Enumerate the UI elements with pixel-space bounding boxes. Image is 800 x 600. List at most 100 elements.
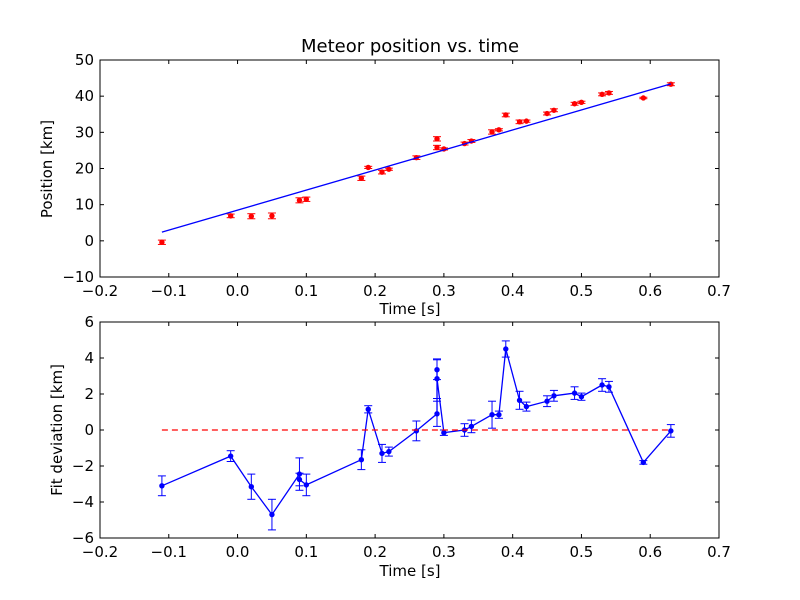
data-point bbox=[599, 382, 605, 388]
y-tick-label: 0 bbox=[84, 421, 94, 439]
x-tick-label: −0.1 bbox=[151, 282, 187, 300]
data-point bbox=[248, 484, 255, 490]
data-point bbox=[434, 136, 440, 142]
data-point bbox=[303, 196, 310, 202]
data-point bbox=[269, 511, 275, 518]
data-point bbox=[578, 394, 585, 400]
x-tick-label: 0.3 bbox=[432, 543, 456, 561]
data-point bbox=[503, 112, 509, 118]
data-point bbox=[159, 483, 165, 489]
chart-title: Meteor position vs. time bbox=[301, 36, 519, 57]
data-point bbox=[159, 239, 165, 245]
data-point bbox=[571, 390, 578, 396]
y-axis-label: Position [km] bbox=[38, 120, 56, 218]
data-point bbox=[227, 453, 234, 459]
data-point bbox=[551, 393, 557, 399]
x-axis-label: Time [s] bbox=[379, 562, 441, 580]
data-point bbox=[516, 119, 523, 125]
y-tick-label: 10 bbox=[75, 196, 94, 214]
x-tick-label: 0.7 bbox=[707, 543, 731, 561]
data-point bbox=[599, 91, 605, 98]
x-tick-label: 0.2 bbox=[363, 543, 387, 561]
data-point bbox=[640, 95, 647, 101]
data-point bbox=[606, 90, 612, 96]
deviation-chart: −0.2 −0.1 0.0 0.1 0.2 0.3 0.4 0.5 0.6 0.7 −6 −4 −2 0 2… bbox=[48, 313, 731, 580]
data-point bbox=[544, 398, 550, 404]
y-tick-label: 40 bbox=[75, 87, 94, 105]
data-point bbox=[496, 412, 502, 418]
data-point bbox=[248, 213, 255, 219]
data-point bbox=[503, 346, 509, 352]
data-point bbox=[578, 99, 585, 106]
y-tick-label: 30 bbox=[75, 123, 94, 141]
data-point bbox=[434, 376, 440, 382]
y-tick-label: −10 bbox=[62, 268, 94, 286]
data-point bbox=[441, 430, 447, 436]
y-tick-label: 0 bbox=[84, 232, 94, 250]
x-tick-label: 0.6 bbox=[638, 543, 662, 561]
y-tick-label: −2 bbox=[72, 457, 94, 475]
data-point bbox=[606, 384, 612, 390]
x-tick-label: 0.1 bbox=[294, 282, 318, 300]
data-point bbox=[551, 107, 557, 113]
position-chart-frame bbox=[99, 59, 720, 278]
data-point bbox=[358, 457, 365, 463]
data-point bbox=[434, 411, 440, 417]
y-tick-label: 50 bbox=[75, 51, 94, 69]
data-point bbox=[227, 213, 234, 219]
data-point bbox=[296, 476, 303, 483]
data-point bbox=[489, 412, 495, 418]
data-point bbox=[640, 459, 647, 466]
y-tick-label: 4 bbox=[84, 349, 94, 367]
y-tick-label: 2 bbox=[84, 385, 94, 403]
x-tick-label: 0.6 bbox=[638, 282, 662, 300]
data-point bbox=[523, 118, 530, 124]
x-tick-label: 0.7 bbox=[707, 282, 731, 300]
fit-line bbox=[161, 83, 672, 233]
data-point bbox=[434, 144, 440, 151]
data-point bbox=[358, 175, 365, 181]
data-point bbox=[296, 197, 303, 204]
x-tick-label: −0.1 bbox=[151, 543, 187, 561]
x-tick-label: 0.4 bbox=[501, 282, 525, 300]
x-tick-label: −0.2 bbox=[82, 282, 118, 300]
deviation-chart-ticks: −0.2 −0.1 0.0 0.1 0.2 0.3 0.4 0.5 0.6 0.7 −6 −4 −2 0 2… bbox=[72, 313, 731, 561]
x-tick-label: −0.2 bbox=[82, 543, 118, 561]
deviation-chart-marks bbox=[157, 340, 675, 531]
x-tick-label: 0.3 bbox=[432, 282, 456, 300]
data-point bbox=[544, 110, 550, 117]
deviation-chart-frame bbox=[99, 321, 720, 539]
data-point bbox=[379, 169, 385, 175]
data-point bbox=[386, 166, 392, 172]
data-point bbox=[571, 101, 578, 107]
x-tick-label: 0.2 bbox=[363, 282, 387, 300]
position-chart-marks bbox=[157, 81, 675, 245]
data-point bbox=[489, 129, 495, 135]
data-point bbox=[365, 406, 371, 412]
y-tick-label: −6 bbox=[72, 529, 94, 547]
data-point bbox=[496, 127, 502, 133]
x-tick-label: 0.4 bbox=[501, 543, 525, 561]
y-axis-label: Fit deviation [km] bbox=[48, 364, 66, 496]
data-point bbox=[523, 403, 530, 410]
data-point bbox=[386, 448, 392, 455]
data-point bbox=[516, 397, 523, 403]
data-point bbox=[668, 428, 674, 434]
x-tick-label: 0.1 bbox=[294, 543, 318, 561]
x-tick-label: 0.0 bbox=[226, 543, 250, 561]
y-tick-label: −4 bbox=[72, 493, 94, 511]
data-point bbox=[468, 423, 475, 430]
x-tick-label: 0.0 bbox=[226, 282, 250, 300]
data-point bbox=[365, 164, 371, 171]
y-tick-label: 20 bbox=[75, 160, 94, 178]
position-chart: Meteor position vs. time −0.2 −0.1 0.0 0.1 0… bbox=[38, 36, 731, 318]
position-chart-ticks: −0.2 −0.1 0.0 0.1 0.2 0.3 0.4 0.5 0.6 0.7 −10 0 10 20… bbox=[62, 51, 731, 300]
x-tick-label: 0.5 bbox=[570, 543, 594, 561]
data-point bbox=[303, 482, 310, 488]
data-point bbox=[269, 213, 275, 219]
x-axis-label: Time [s] bbox=[379, 300, 441, 318]
x-tick-label: 0.5 bbox=[570, 282, 594, 300]
data-point bbox=[379, 450, 385, 457]
